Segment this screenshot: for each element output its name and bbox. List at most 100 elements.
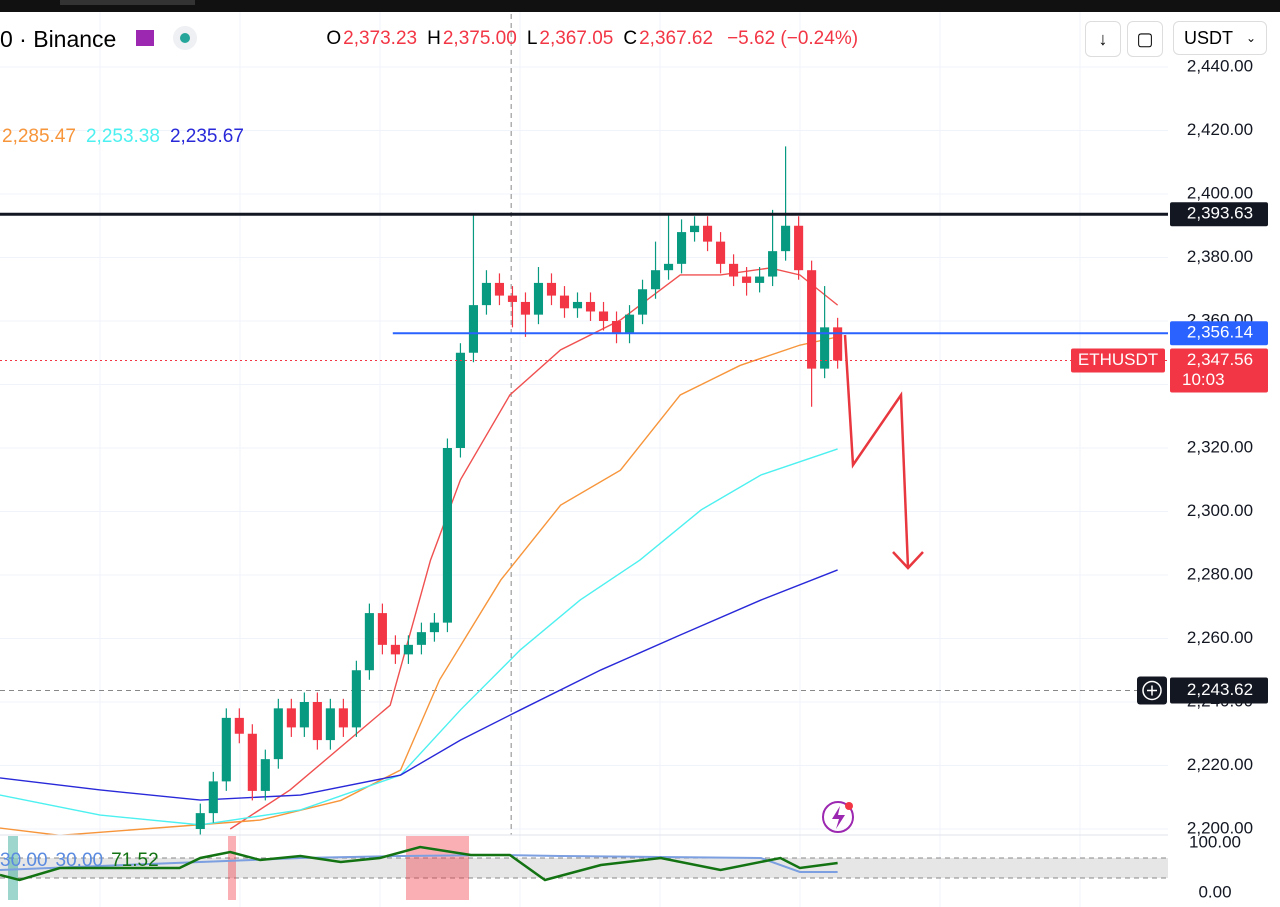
- candle-body: [546, 282, 557, 296]
- candle-body: [820, 327, 830, 369]
- candle-body: [260, 759, 270, 791]
- ohlc-value: 2,373.23: [343, 28, 418, 49]
- ohlc-value: 2,367.05: [539, 28, 614, 49]
- candle-body: [442, 448, 452, 623]
- rsi-legend: 71.52: [111, 850, 159, 871]
- y-tick-label: 2,380.00: [1187, 247, 1253, 266]
- price-label-box: [1170, 321, 1268, 346]
- ohlc-key: C: [623, 28, 638, 49]
- moving-average: [229, 267, 839, 830]
- ohlc-key: L: [526, 28, 538, 49]
- ohlc-key: H: [427, 28, 441, 49]
- candle-body: [690, 225, 700, 233]
- candle-body: [507, 295, 518, 302]
- overbought-zone: [406, 836, 469, 900]
- candle-body: [598, 311, 609, 321]
- bolt: [832, 806, 845, 829]
- candle-body: [742, 276, 752, 283]
- candle-body: [234, 717, 244, 734]
- candle-body: [403, 644, 413, 655]
- overbought-zone: [228, 836, 236, 900]
- crosshair-label-box: [1170, 677, 1268, 704]
- y-tick-label: 2,400.00: [1187, 183, 1253, 202]
- download-button[interactable]: ↓: [1085, 21, 1121, 57]
- candle-body: [377, 613, 387, 645]
- candle-body: [299, 702, 309, 728]
- candle-body: [703, 225, 713, 242]
- rsi-legend: 30.00: [56, 850, 104, 871]
- price-label: 2,356.14: [1187, 323, 1253, 342]
- arrow-head: [892, 551, 924, 570]
- candle-body: [494, 282, 505, 296]
- candle-body: [716, 241, 726, 264]
- change: −5.62 (−0.24%): [727, 28, 859, 49]
- candle-body: [533, 282, 544, 315]
- candle-body: [611, 321, 622, 334]
- rsi-legend: 30.00: [0, 850, 48, 871]
- countdown: 10:03: [1182, 370, 1225, 389]
- candle-body: [195, 813, 205, 829]
- ohlc: O 2,373.23 H 2,375.00 L 2,367.05 C 2,367.62: [326, 28, 723, 50]
- ma-legend-value: 2,235.67: [170, 126, 244, 147]
- ohlc-value: 2,375.00: [442, 28, 517, 49]
- candle-body: [221, 717, 231, 782]
- candle-body: [768, 251, 778, 277]
- top-bar: [0, 0, 1280, 12]
- candle-body: [755, 276, 765, 283]
- candle-body: [273, 708, 283, 760]
- currency-select[interactable]: USDT ⌄: [1173, 21, 1267, 55]
- candle-body: [364, 613, 374, 671]
- candle-body: [312, 702, 322, 741]
- candle-body: [520, 301, 531, 315]
- candle-body: [729, 263, 739, 277]
- rsi-tick-label: 100.00: [1189, 832, 1241, 851]
- price-label: 2,347.56: [1187, 350, 1253, 369]
- candle-body: [208, 781, 218, 814]
- candle-body: [650, 270, 661, 290]
- candle-body: [429, 622, 439, 633]
- price-label: 2,393.63: [1187, 204, 1253, 223]
- candle-body: [663, 263, 674, 271]
- drawn-arrow: [843, 334, 910, 569]
- ma-legend-value: 2,285.47: [2, 126, 76, 147]
- price-label-box: [1170, 348, 1268, 393]
- ma-legend: 2,285.47 2,253.38 2,235.67: [2, 126, 244, 147]
- add-plus: [1147, 685, 1157, 696]
- crosshair-label: 2,243.62: [1187, 680, 1253, 699]
- price-axis: 2,200.002,220.002,240.002,260.002,280.00…: [1071, 56, 1268, 901]
- fullscreen-button[interactable]: ▢: [1127, 21, 1163, 57]
- rsi-tick-label: 0.00: [1198, 882, 1231, 901]
- candle-body: [325, 708, 335, 741]
- y-tick-label: 2,260.00: [1187, 628, 1253, 647]
- y-tick-label: 2,440.00: [1187, 56, 1253, 75]
- y-tick-label: 2,200.00: [1187, 818, 1253, 837]
- candle-body: [390, 644, 400, 655]
- candle-body: [572, 301, 583, 309]
- notify-dot: [845, 802, 853, 810]
- candle-body: [676, 232, 687, 264]
- time-grid: [99, 12, 1081, 907]
- candle-body: [585, 301, 596, 312]
- oversold-zone: [8, 836, 18, 900]
- candle-body: [481, 282, 492, 306]
- candle-body: [247, 733, 257, 791]
- y-tick-label: 2,280.00: [1187, 564, 1253, 583]
- rsi-band: [0, 858, 1168, 878]
- flag-icon[interactable]: [136, 30, 154, 46]
- alert-icon[interactable]: [822, 801, 854, 833]
- candle-body: [468, 305, 478, 353]
- y-tick-label: 2,420.00: [1187, 120, 1253, 139]
- symbol: 0 · Binance: [0, 25, 117, 52]
- candle-body: [833, 327, 843, 361]
- price-pane: [0, 14, 1168, 835]
- status-dot: [180, 33, 190, 43]
- candle-body: [351, 670, 361, 728]
- moving-average: [0, 569, 838, 801]
- y-tick-label: 2,220.00: [1187, 755, 1253, 774]
- candle-body: [416, 632, 426, 645]
- price-label-box: [1170, 202, 1268, 227]
- candle-body: [338, 708, 348, 728]
- candle-body: [794, 225, 804, 271]
